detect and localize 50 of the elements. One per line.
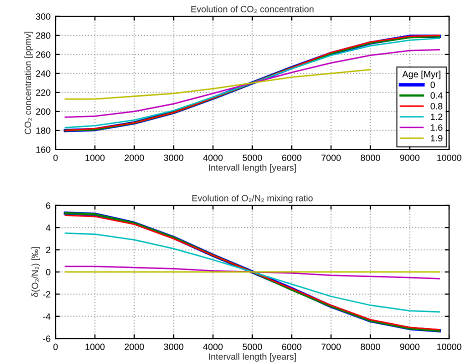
y-tick-label: 260 bbox=[36, 51, 50, 58]
y-axis-title: δ(O₂/N₂) [‰] bbox=[31, 247, 40, 297]
y-tick-label: 200 bbox=[36, 108, 50, 115]
x-tick-label: 7000 bbox=[321, 154, 341, 161]
x-tick-label: 4000 bbox=[203, 154, 223, 161]
legend-label: 1.9 bbox=[430, 135, 442, 142]
x-tick-label: 10000 bbox=[437, 154, 462, 161]
x-axis-title: Intervall length [years] bbox=[209, 353, 296, 362]
x-tick-label: 9000 bbox=[400, 344, 420, 350]
y-tick-label: 4 bbox=[46, 224, 50, 231]
legend-label: 1.2 bbox=[430, 114, 442, 120]
x-tick-label: 2000 bbox=[124, 344, 144, 350]
y-tick-label: 300 bbox=[36, 13, 50, 20]
y-axis-title: CO₂ concentration [ppmv] bbox=[24, 32, 33, 134]
legend-label: 0.4 bbox=[430, 92, 443, 99]
y-tick-label: 160 bbox=[36, 146, 50, 153]
x-tick-label: 0 bbox=[53, 154, 58, 161]
x-tick-label: 7000 bbox=[321, 344, 341, 350]
chart-title: Evolution of CO₂ concentration bbox=[191, 6, 314, 13]
y-tick-label: -2 bbox=[43, 291, 50, 298]
x-axis-title: Intervall length [years] bbox=[209, 164, 296, 173]
x-tick-label: 9000 bbox=[400, 154, 420, 161]
x-tick-label: 6000 bbox=[282, 344, 302, 350]
x-tick-label: 1000 bbox=[86, 344, 105, 350]
legend-label: 1.6 bbox=[430, 124, 442, 131]
legend-title: Age [Myr] bbox=[402, 70, 440, 80]
x-tick-label: 10000 bbox=[437, 344, 462, 350]
y-tick-label: -4 bbox=[43, 313, 50, 320]
chart-title: Evolution of O₂/N₂ mixing ratio bbox=[192, 194, 313, 204]
x-tick-label: 5000 bbox=[242, 344, 262, 350]
legend-label: 0 bbox=[430, 82, 435, 88]
y-tick-label: 220 bbox=[36, 89, 50, 96]
x-tick-label: 6000 bbox=[282, 154, 302, 161]
x-tick-label: 0 bbox=[53, 344, 58, 350]
y-tick-label: 240 bbox=[36, 70, 50, 77]
x-tick-label: 8000 bbox=[360, 154, 380, 161]
x-tick-label: 3000 bbox=[164, 154, 184, 161]
x-tick-label: 1000 bbox=[86, 154, 105, 161]
x-tick-label: 5000 bbox=[242, 154, 262, 161]
y-tick-label: 2 bbox=[46, 246, 50, 254]
x-tick-label: 8000 bbox=[360, 344, 380, 350]
y-tick-label: 0 bbox=[46, 268, 50, 276]
x-tick-label: 4000 bbox=[203, 344, 223, 350]
y-tick-label: 6 bbox=[46, 202, 50, 209]
y-tick-label: 280 bbox=[36, 32, 50, 39]
legend-label: 0.8 bbox=[430, 102, 442, 110]
y-tick-label: -6 bbox=[43, 335, 50, 342]
x-tick-label: 2000 bbox=[124, 154, 144, 161]
x-tick-label: 3000 bbox=[164, 344, 184, 350]
y-tick-label: 180 bbox=[36, 127, 50, 134]
